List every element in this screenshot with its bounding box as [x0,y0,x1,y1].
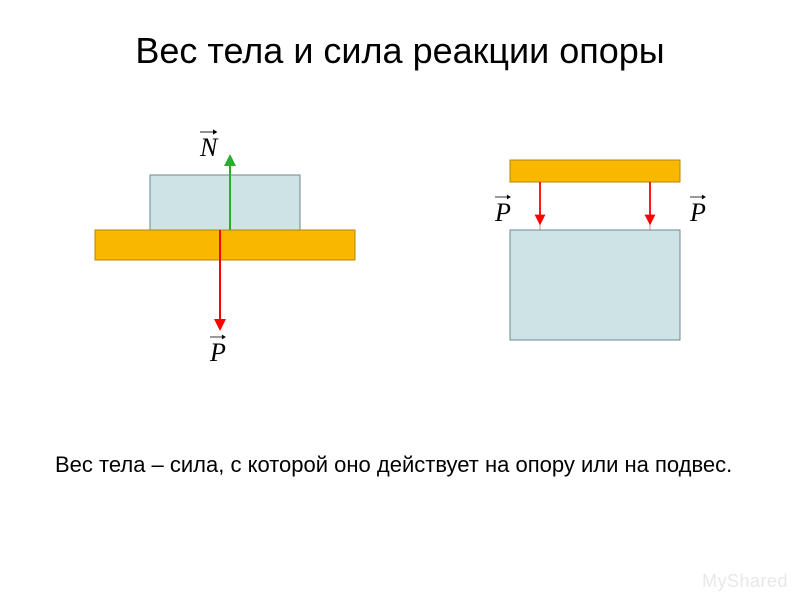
vector-label-p: P [690,200,706,226]
overarrow-icon [495,194,511,200]
left-block [150,175,300,230]
overarrow-icon [200,129,217,135]
vector-label-p: P [210,340,226,366]
overarrow-icon [210,334,226,340]
right-support [510,160,680,182]
caption-text: Вес тела – сила, с которой оно действует… [55,450,745,480]
vector-letter: P [690,198,706,227]
page-title: Вес тела и сила реакции опоры [0,30,800,72]
vector-letter: N [200,133,217,162]
vector-label-n: N [200,135,217,161]
overarrow-icon [690,194,706,200]
diagram-right [455,155,735,365]
vector-label-p: P [495,200,511,226]
right-block [510,230,680,340]
watermark: MyShared [702,571,788,592]
vector-letter: P [210,338,226,367]
vector-letter: P [495,198,511,227]
left-support [95,230,355,260]
